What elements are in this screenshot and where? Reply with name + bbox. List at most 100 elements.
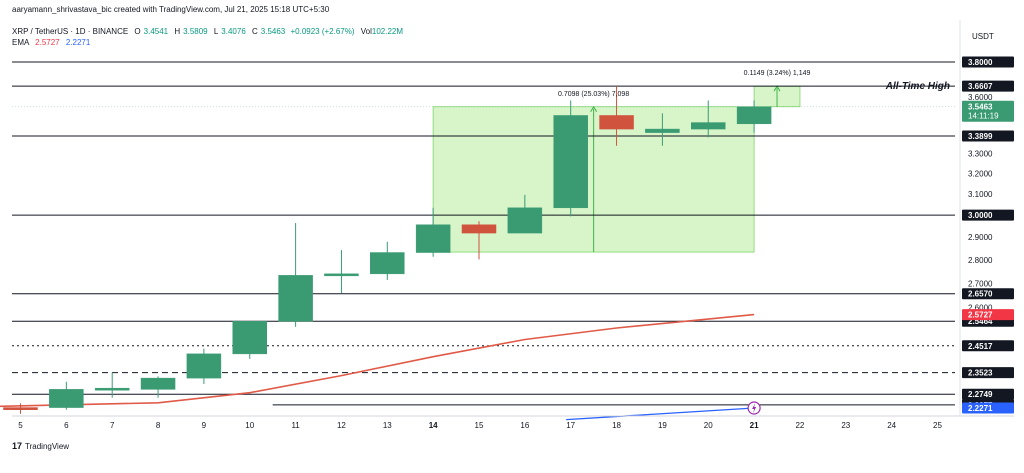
ema-legend[interactable]: EMA 2.5727 2.2271 (12, 38, 90, 47)
x-tick-8: 13 (383, 421, 392, 430)
ath-label: All-Time High (885, 81, 950, 92)
x-tick-0: 5 (18, 421, 23, 430)
brand-label: TradingView (25, 441, 70, 451)
x-tick-16: 21 (750, 421, 759, 430)
candle-body-3 (140, 377, 176, 390)
x-tick-4: 9 (202, 421, 207, 430)
ema-badge-label-1: 2.2271 (968, 404, 993, 413)
x-tick-11: 16 (520, 421, 529, 430)
close-value: 3.5463 (260, 27, 286, 36)
level-label-4: 2.6570 (968, 290, 993, 299)
candle-body-4 (186, 353, 222, 379)
level-label-5: 2.5464 (968, 317, 993, 326)
symbol-label[interactable]: XRP / TetherUS · 1D · BINANCE (12, 27, 129, 36)
tradingview-logo-icon: 17 (12, 441, 23, 451)
candle-body-7 (324, 273, 359, 277)
x-tick-9: 14 (429, 421, 438, 430)
ema-red-line (0, 313, 755, 408)
ema-value-1: 2.5727 (35, 38, 60, 47)
y-tick-6: 2.7000 (968, 279, 993, 288)
ema-label: EMA (12, 38, 29, 47)
candle-body-9 (415, 224, 451, 253)
range-arrow-head (590, 105, 598, 113)
level-label-7: 2.3523 (968, 369, 993, 378)
ema-value-2: 2.2271 (65, 38, 91, 47)
price-badge (962, 100, 1014, 122)
change-value: +0.0923 (+2.67%) (290, 27, 355, 36)
close-label: C (252, 27, 258, 36)
candle-body-14 (645, 128, 680, 133)
x-tick-2: 7 (110, 421, 115, 430)
candle-body-12 (553, 115, 588, 209)
ema-badge-0 (962, 309, 1014, 321)
ema-badge-label-0: 2.5727 (968, 311, 993, 320)
high-label: H (174, 27, 181, 36)
y-tick-7: 2.6000 (968, 304, 993, 313)
y-tick-3: 3.1000 (968, 190, 993, 199)
y-tick-1: 3.3000 (968, 149, 993, 158)
x-tick-20: 25 (933, 421, 942, 430)
level-badge-3 (962, 209, 1014, 221)
candle-body-15 (691, 122, 726, 130)
level-badge-0 (962, 56, 1014, 68)
level-label-3: 3.0000 (968, 211, 993, 220)
volume-label: Vol (360, 27, 372, 36)
candle-body-6 (278, 275, 313, 322)
candle-body-11 (507, 207, 543, 234)
x-tick-3: 8 (156, 421, 161, 430)
x-tick-19: 24 (887, 421, 896, 430)
level-badge-1 (962, 80, 1014, 92)
lightning-icon-glyph (752, 403, 757, 413)
y-tick-4: 2.9000 (968, 233, 993, 242)
attribution-text: aaryamann_shrivastava_bic created with T… (12, 5, 330, 14)
x-tick-6: 11 (291, 421, 300, 430)
candle-body-5 (232, 320, 267, 355)
x-tick-7: 12 (337, 421, 346, 430)
high-value: 3.5809 (183, 27, 208, 36)
ema-badge-1 (962, 402, 1014, 414)
countdown-label: 14:11:19 (968, 112, 999, 121)
low-value: 3.4076 (221, 27, 246, 36)
level-label-1: 3.6607 (968, 82, 993, 91)
low-label: L (213, 27, 219, 36)
currency-label[interactable]: USDT (972, 32, 994, 41)
candle-body-1 (49, 389, 84, 408)
x-tick-17: 22 (795, 421, 804, 430)
tradingview-footer[interactable]: 17 TradingView (12, 441, 69, 451)
x-tick-12: 17 (566, 421, 575, 430)
level-label-2: 3.3899 (968, 132, 993, 141)
volume-value: 102.22M (371, 27, 404, 36)
x-tick-15: 20 (704, 421, 713, 430)
candle-body-13 (599, 115, 634, 130)
level-label-0: 3.8000 (968, 58, 993, 67)
level-badge-2 (962, 130, 1014, 142)
candle-body-8 (370, 252, 405, 275)
y-tick-0: 3.6000 (968, 93, 993, 102)
target-measure-label: 0.1149 (3.24%) 1,149 (744, 70, 811, 77)
candle-body-2 (94, 387, 130, 391)
price-badge-label: 3.5463 (968, 103, 993, 112)
range-measure-label: 0.7098 (25.03%) 7,098 (558, 91, 629, 98)
candle-body-0 (3, 407, 38, 410)
level-badge-7 (962, 367, 1014, 379)
ema-blue-line (566, 407, 755, 421)
level-badge-8 (962, 388, 1014, 400)
x-tick-10: 15 (475, 421, 484, 430)
y-tick-2: 3.2000 (968, 169, 993, 178)
x-tick-13: 18 (612, 421, 621, 430)
x-tick-18: 23 (841, 421, 850, 430)
level-label-8: 2.2749 (968, 390, 993, 399)
candle-body-16 (736, 106, 772, 125)
level-label-6: 2.4517 (968, 342, 993, 351)
open-value: 3.4541 (143, 27, 169, 36)
y-tick-5: 2.8000 (968, 256, 993, 265)
x-tick-14: 19 (658, 421, 667, 430)
x-tick-5: 10 (245, 421, 254, 430)
level-badge-6 (962, 340, 1014, 352)
open-label: O (134, 27, 141, 36)
level-badge-4 (962, 288, 1014, 300)
x-tick-1: 6 (64, 421, 69, 430)
